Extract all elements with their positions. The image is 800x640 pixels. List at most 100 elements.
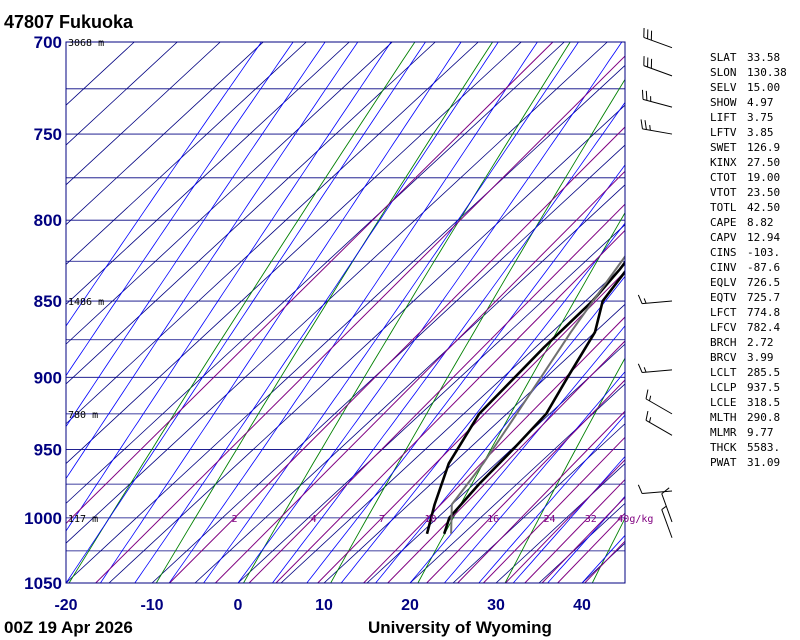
index-value: -87.6 bbox=[747, 261, 780, 274]
index-value: 42.50 bbox=[747, 201, 780, 214]
height-label: 3068 m bbox=[68, 38, 104, 49]
mixing-ratio-line bbox=[505, 459, 625, 583]
moist-adiabat-line bbox=[340, 222, 625, 583]
index-name: SELV bbox=[710, 81, 737, 94]
isotherm-line bbox=[194, 184, 625, 583]
moist-adiabat-line bbox=[66, 42, 359, 480]
index-name: CAPE bbox=[710, 216, 737, 229]
index-value: 33.58 bbox=[747, 51, 780, 64]
moist-adiabat-line bbox=[66, 42, 426, 583]
index-value: 774.8 bbox=[747, 306, 780, 319]
wind-barb-flag bbox=[637, 294, 643, 304]
index-name: THCK bbox=[710, 441, 737, 454]
isotherm-line bbox=[66, 42, 479, 425]
moist-adiabat-line bbox=[66, 42, 392, 532]
isotherm-line bbox=[452, 423, 625, 583]
isotherm-line bbox=[280, 263, 625, 583]
index-name: LIFT bbox=[710, 111, 737, 124]
wind-barb-flag bbox=[645, 90, 648, 101]
moist-adiabat-line bbox=[272, 101, 625, 583]
index-value: 318.5 bbox=[747, 396, 780, 409]
index-name: CTOT bbox=[710, 171, 737, 184]
index-value: 4.97 bbox=[747, 96, 774, 109]
moist-adiabat-line bbox=[409, 325, 625, 583]
moist-adiabat-line bbox=[66, 42, 294, 377]
index-value: 12.94 bbox=[747, 231, 780, 244]
isotherm-line bbox=[323, 303, 625, 583]
temperature-tick-label: 20 bbox=[401, 597, 419, 614]
mixing-ratio-line bbox=[426, 379, 625, 583]
index-name: KINX bbox=[710, 156, 737, 169]
wind-barb-staff bbox=[642, 369, 673, 374]
isotherm-line bbox=[66, 42, 178, 146]
wind-barb-flag bbox=[645, 410, 649, 421]
wind-barb-staff bbox=[661, 509, 673, 538]
isotherm-line bbox=[66, 42, 565, 504]
index-name: PWAT bbox=[710, 456, 737, 469]
wind-barb-staff bbox=[643, 36, 673, 49]
index-name: MLTH bbox=[710, 411, 737, 424]
credit-label: University of Wyoming bbox=[368, 618, 552, 637]
moist-adiabat-line bbox=[100, 42, 462, 583]
wind-barb-half-flag bbox=[643, 367, 647, 373]
isotherm-line bbox=[66, 42, 221, 186]
mixing-ratio-line bbox=[215, 170, 625, 583]
wind-barbs bbox=[637, 27, 673, 538]
mixing-ratio-label: 4 bbox=[311, 514, 317, 525]
index-value: 725.7 bbox=[747, 291, 780, 304]
moist-adiabat-line bbox=[168, 42, 538, 583]
wind-barb-flag bbox=[637, 363, 643, 373]
wind-barb-staff bbox=[642, 98, 673, 108]
pressure-tick-label: 1000 bbox=[24, 509, 62, 528]
mixing-ratio-line bbox=[387, 340, 625, 583]
isotherm-line bbox=[66, 42, 350, 305]
mixing-ratio-label: 32 bbox=[585, 514, 597, 525]
index-value: 9.77 bbox=[747, 426, 774, 439]
temperature-tick-label: 40 bbox=[573, 597, 591, 614]
index-name: CINV bbox=[710, 261, 737, 274]
index-value: 126.9 bbox=[747, 141, 780, 154]
index-name: BRCV bbox=[710, 351, 737, 364]
mixing-ratio-label: 2 bbox=[232, 514, 238, 525]
pressure-tick-label: 1050 bbox=[24, 574, 62, 593]
isotherm-line bbox=[66, 42, 522, 465]
wind-barb bbox=[643, 27, 673, 49]
plot-frame bbox=[65, 41, 626, 584]
index-value: 130.38 bbox=[747, 66, 787, 79]
wind-barb bbox=[641, 89, 673, 108]
mixing-ratio-line bbox=[169, 126, 625, 583]
wind-barb bbox=[637, 484, 673, 495]
moist-adiabat-line bbox=[66, 42, 262, 327]
mixing-ratio-line bbox=[483, 436, 625, 583]
isotherm-line bbox=[151, 144, 625, 583]
wind-barb-staff bbox=[645, 398, 673, 415]
temperature-tick-label: -10 bbox=[140, 597, 163, 614]
wind-barb-flag bbox=[641, 89, 644, 100]
height-label: 117 m bbox=[68, 514, 98, 525]
index-name: EQLV bbox=[710, 276, 737, 289]
index-value: 23.50 bbox=[747, 186, 780, 199]
index-value: 937.5 bbox=[747, 381, 780, 394]
mixing-ratio-line bbox=[66, 42, 554, 525]
profile-curves bbox=[425, 254, 625, 535]
wind-barb-half-flag bbox=[648, 417, 652, 423]
wind-barb-half-flag bbox=[649, 124, 651, 131]
index-name: LCLP bbox=[710, 381, 737, 394]
mixing-ratio-line bbox=[248, 203, 625, 583]
moist-adiabat-line bbox=[66, 42, 326, 428]
index-name: SLON bbox=[710, 66, 737, 79]
isotherm-line bbox=[237, 224, 625, 583]
dry-adiabat-line bbox=[68, 42, 416, 583]
wind-barb-staff bbox=[642, 300, 673, 305]
mixing-ratio-line bbox=[363, 316, 625, 583]
moist-adiabat-line bbox=[134, 42, 499, 583]
wind-barb-flag bbox=[644, 120, 647, 130]
dry-adiabat-line bbox=[155, 42, 494, 583]
index-value: 19.00 bbox=[747, 171, 780, 184]
stability-indices: SLAT 33.58 SLON 130.38 SELV 15.00 SHOW 4.97 LIFT… bbox=[710, 51, 787, 469]
mixing-ratio-label: 24 bbox=[544, 514, 556, 525]
wind-barb bbox=[637, 294, 673, 305]
wind-barb-flag bbox=[637, 484, 643, 494]
index-name: LCLE bbox=[710, 396, 737, 409]
